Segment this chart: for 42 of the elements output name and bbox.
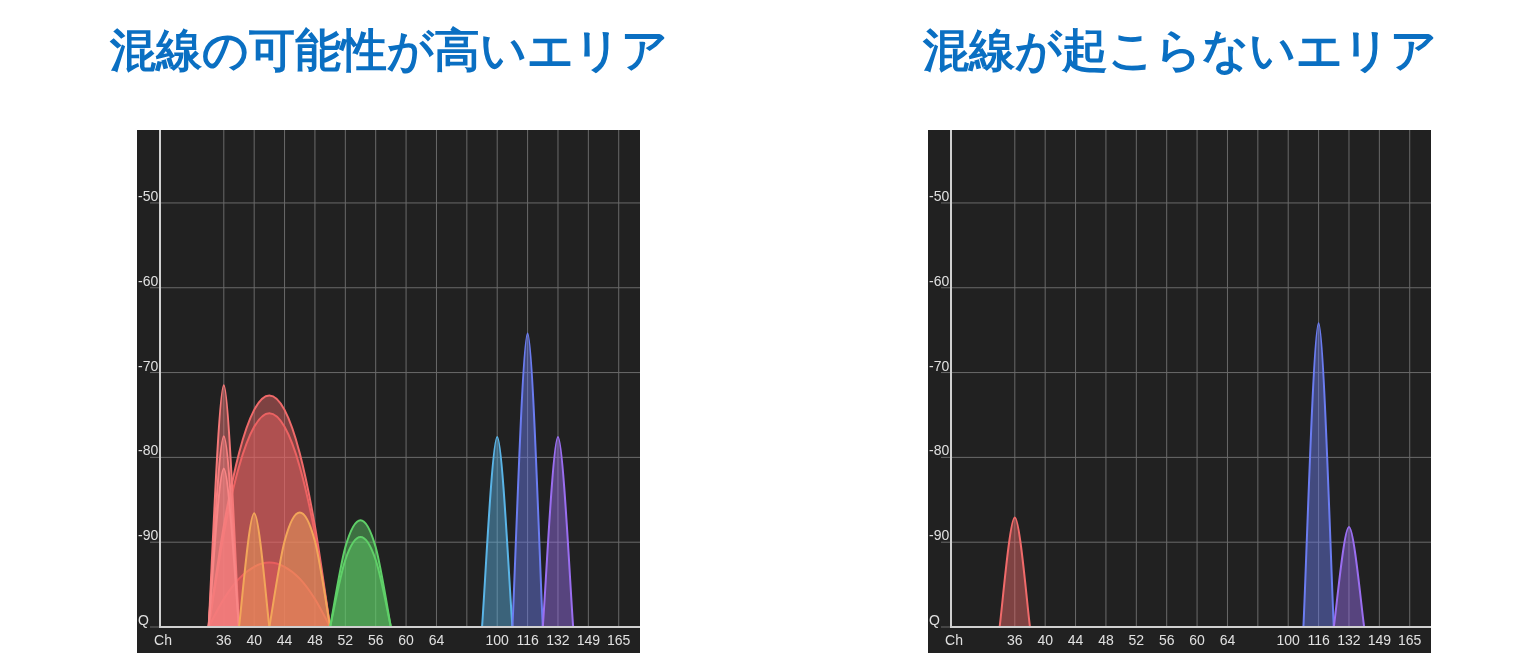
x-tick-label: 56	[367, 632, 384, 648]
x-tick-label: 36	[1007, 632, 1023, 648]
x-tick-label: Ch	[945, 632, 963, 648]
x-tick-label: 116	[516, 632, 539, 648]
x-tick-label: 60	[398, 632, 415, 648]
x-tick-label: 36	[216, 632, 232, 648]
y-tick-label: -70	[138, 357, 159, 374]
y-tick-label: -60	[929, 272, 950, 289]
x-tick-label: 48	[1098, 632, 1114, 648]
x-tick-label: 64	[1219, 632, 1236, 648]
y-tick-label: Q	[138, 612, 149, 628]
x-tick-label: 149	[1367, 632, 1392, 648]
y-tick-label: -90	[138, 527, 159, 544]
y-tick-label: Q	[929, 612, 940, 628]
y-tick-label: -50	[138, 187, 159, 204]
x-tick-label: 165	[607, 632, 631, 648]
x-tick-label: 52	[1128, 632, 1145, 648]
x-tick-label: Ch	[154, 632, 172, 648]
x-tick-label: 48	[307, 632, 323, 648]
y-tick-label: -70	[929, 357, 950, 374]
x-tick-label: 165	[1398, 632, 1422, 648]
x-tick-label: 40	[1037, 632, 1054, 648]
y-tick-label: -50	[929, 187, 950, 204]
x-tick-label: 149	[576, 632, 601, 648]
y-tick-label: -80	[138, 442, 159, 459]
x-tick-label: 116	[1307, 632, 1330, 648]
y-tick-label: -60	[138, 272, 159, 289]
x-tick-label: 44	[1067, 632, 1084, 648]
x-tick-label: 52	[337, 632, 354, 648]
y-tick-label: -80	[929, 442, 950, 459]
x-tick-label: 132	[546, 632, 570, 648]
x-tick-label: 44	[276, 632, 293, 648]
x-tick-label: 40	[246, 632, 263, 648]
x-tick-label: 64	[428, 632, 445, 648]
x-tick-label: 100	[1276, 632, 1301, 648]
chart-title: 混線が起こらないエリア	[921, 24, 1437, 76]
x-tick-label: 56	[1158, 632, 1175, 648]
x-tick-label: 132	[1337, 632, 1361, 648]
chart-title: 混線の可能性が高いエリア	[108, 24, 668, 76]
y-tick-label: -90	[929, 527, 950, 544]
x-tick-label: 100	[485, 632, 510, 648]
x-tick-label: 60	[1189, 632, 1206, 648]
